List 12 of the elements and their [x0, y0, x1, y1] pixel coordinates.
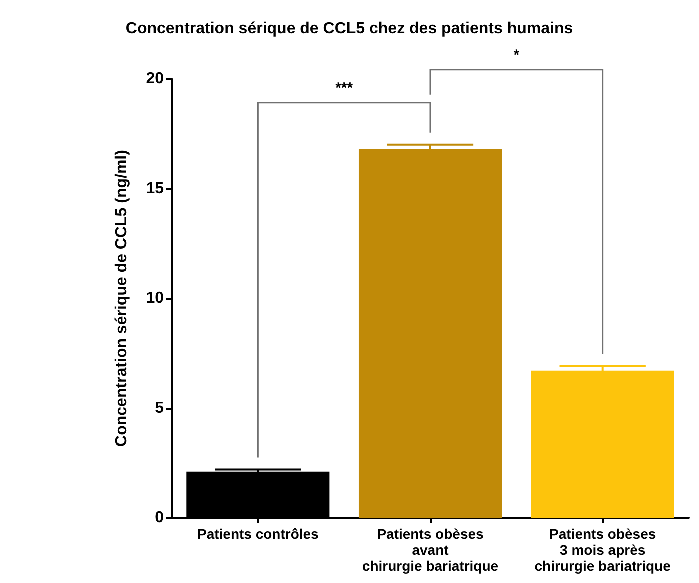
y-axis-title: Concentration sérique de CCL5 (ng/ml): [114, 150, 130, 447]
y-tick-label: 20: [146, 70, 164, 88]
text: *: [514, 46, 520, 64]
y-tick-label: 10: [146, 290, 164, 307]
y-tick-label: 15: [146, 180, 164, 198]
annotation: ***: [336, 80, 354, 97]
chart-title: Concentration sérique de CCL5 chez des patients humains: [126, 20, 574, 38]
y-tick-label: 5: [155, 400, 164, 417]
x-tick-label: Patients contrôles: [197, 526, 320, 542]
x-tick-label: Patients obèses avant chirurgie bariatrique: [362, 526, 499, 574]
y-tick-label: 0: [155, 510, 164, 526]
x-tick-label: Patients obèses 3 mois après chirurgie bariatrique: [534, 526, 672, 574]
